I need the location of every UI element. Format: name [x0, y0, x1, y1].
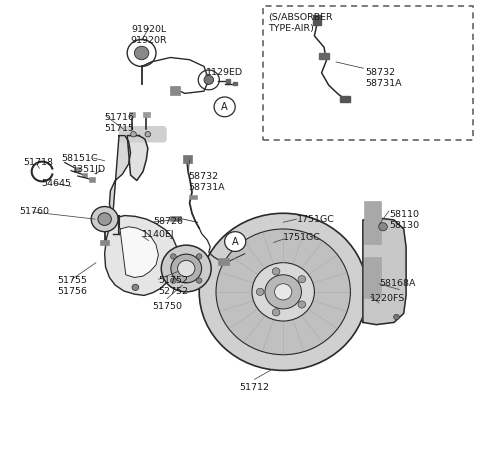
Circle shape: [178, 260, 195, 277]
Bar: [183, 155, 192, 163]
Circle shape: [170, 254, 176, 259]
Text: 58732
58731A: 58732 58731A: [188, 172, 225, 192]
Text: 58151C: 58151C: [61, 154, 98, 163]
Text: (S/ABSORBER
TYPE-AIR): (S/ABSORBER TYPE-AIR): [268, 13, 333, 33]
Polygon shape: [127, 136, 148, 180]
Text: 51718: 51718: [23, 158, 53, 167]
Circle shape: [216, 229, 350, 355]
Polygon shape: [120, 227, 158, 277]
Circle shape: [98, 213, 111, 225]
Bar: [218, 258, 229, 265]
Text: 1751GC: 1751GC: [283, 233, 321, 242]
Text: 58732
58731A: 58732 58731A: [365, 68, 401, 88]
Bar: [263, 6, 473, 140]
Bar: [100, 240, 109, 245]
Circle shape: [298, 301, 306, 308]
Bar: [233, 82, 237, 85]
Bar: [189, 195, 197, 199]
Circle shape: [199, 213, 367, 370]
Circle shape: [170, 278, 176, 283]
Circle shape: [204, 75, 214, 84]
Circle shape: [161, 245, 211, 292]
Circle shape: [131, 132, 136, 137]
Text: 54645: 54645: [41, 179, 71, 188]
Circle shape: [132, 284, 139, 291]
Bar: [340, 96, 350, 102]
Text: 51712: 51712: [240, 383, 269, 392]
Circle shape: [171, 254, 202, 283]
Bar: [143, 112, 150, 117]
Circle shape: [196, 254, 202, 259]
Bar: [82, 173, 87, 177]
Circle shape: [196, 278, 202, 283]
Text: A: A: [232, 237, 239, 247]
Text: 58110
58130: 58110 58130: [389, 210, 419, 230]
Circle shape: [134, 46, 149, 60]
Bar: [319, 53, 329, 59]
Circle shape: [275, 284, 292, 300]
Circle shape: [272, 309, 280, 316]
Circle shape: [252, 263, 314, 321]
Circle shape: [214, 97, 235, 117]
Polygon shape: [109, 136, 131, 216]
Circle shape: [256, 288, 264, 295]
Bar: [364, 257, 381, 298]
Circle shape: [394, 314, 399, 320]
Text: 1751GC: 1751GC: [297, 215, 335, 224]
Bar: [89, 177, 95, 182]
Bar: [129, 112, 135, 117]
Bar: [364, 201, 381, 244]
Text: 1140EJ: 1140EJ: [142, 230, 175, 239]
Circle shape: [265, 275, 301, 309]
Circle shape: [225, 232, 246, 251]
Text: 51752
52752: 51752 52752: [158, 276, 188, 296]
Polygon shape: [105, 216, 178, 295]
Bar: [170, 216, 181, 221]
Text: 1129ED: 1129ED: [206, 68, 243, 77]
Bar: [170, 86, 180, 95]
Circle shape: [145, 132, 151, 137]
Text: 51750: 51750: [152, 302, 182, 311]
Bar: [313, 15, 321, 25]
Text: 1220FS: 1220FS: [370, 294, 405, 303]
Circle shape: [272, 268, 280, 275]
Text: 51716
51715: 51716 51715: [105, 113, 134, 133]
Bar: [226, 79, 230, 83]
Text: 58726: 58726: [154, 217, 183, 226]
Circle shape: [91, 207, 118, 232]
Circle shape: [379, 223, 387, 231]
FancyBboxPatch shape: [120, 127, 166, 142]
Text: 51760: 51760: [19, 207, 49, 216]
Text: A: A: [221, 102, 228, 112]
Text: 58168A: 58168A: [379, 279, 416, 288]
Bar: [74, 167, 80, 172]
Text: 1351JD: 1351JD: [72, 165, 106, 174]
Polygon shape: [363, 218, 406, 325]
Text: 51755
51756: 51755 51756: [57, 276, 87, 296]
Text: 91920L
91920R: 91920L 91920R: [131, 25, 167, 45]
Circle shape: [298, 276, 306, 283]
